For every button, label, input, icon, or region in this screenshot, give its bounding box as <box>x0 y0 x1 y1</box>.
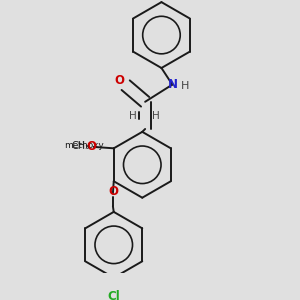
Text: methoxy: methoxy <box>64 141 104 150</box>
Text: O: O <box>86 140 96 153</box>
Text: O: O <box>114 74 124 86</box>
Text: H: H <box>152 110 160 121</box>
Text: H: H <box>181 81 190 91</box>
Text: O: O <box>108 185 118 198</box>
Text: H: H <box>129 111 137 121</box>
Text: CH₃: CH₃ <box>71 141 89 151</box>
Text: Cl: Cl <box>107 290 120 300</box>
Text: N: N <box>168 77 178 91</box>
